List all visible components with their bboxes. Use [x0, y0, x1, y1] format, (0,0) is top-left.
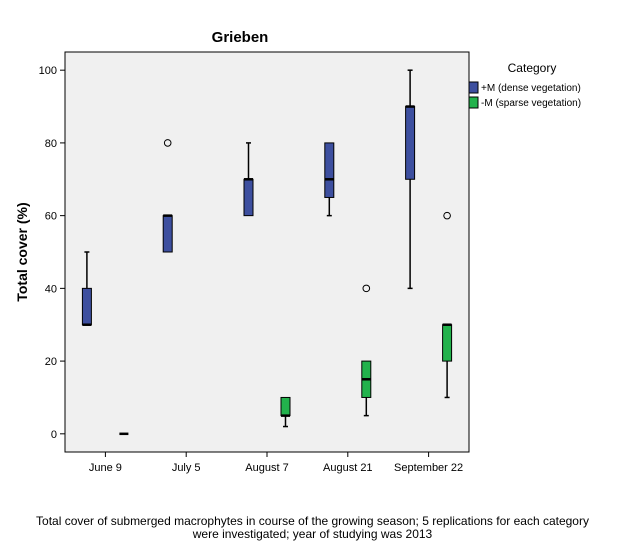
y-tick-label: 40 [45, 283, 57, 295]
figure-caption: Total cover of submerged macrophytes in … [0, 515, 625, 541]
box-1-3 [361, 284, 372, 417]
x-tick-label: June 9 [89, 462, 122, 474]
legend-label: -M (sparse vegetation) [481, 98, 581, 109]
outlier-point [443, 211, 451, 220]
legend-swatch [468, 96, 479, 109]
box-0-4 [405, 69, 416, 290]
box-body [81, 287, 92, 326]
box-1-4 [442, 211, 453, 399]
outlier-point [362, 284, 371, 293]
y-tick-label: 60 [45, 211, 57, 223]
caption-line-1: Total cover of submerged macrophytes in … [36, 514, 589, 528]
box-0-2 [243, 142, 254, 217]
outlier-point [163, 139, 172, 147]
y-tick-label: 0 [51, 429, 57, 441]
box-0-0 [81, 251, 92, 326]
box-body [280, 396, 291, 417]
x-axis: June 9 July 5 August 7 August 21 September 2… [89, 452, 463, 474]
y-tick-label: 20 [45, 356, 57, 368]
caption-line-2: were investigated; year of studying was … [192, 527, 433, 541]
box-plot-chart: Grieben Total cover (%) 0 20 40 60 80 100 Jun… [14, 29, 581, 474]
legend: Category +M (dense vegetation) -M (sparse… [468, 61, 581, 109]
box-0-1 [162, 139, 173, 253]
y-tick-label: 80 [45, 138, 57, 150]
y-axis-label: Total cover (%) [14, 202, 30, 301]
box-body [442, 324, 453, 362]
box-body [243, 178, 254, 217]
box-0-3 [324, 142, 335, 217]
y-axis: 0 20 40 60 80 100 [39, 65, 65, 441]
y-tick-label: 100 [39, 65, 57, 77]
box-body [405, 106, 416, 180]
x-tick-label: August 21 [323, 462, 373, 474]
x-tick-label: July 5 [172, 462, 201, 474]
x-tick-label: September 22 [394, 462, 463, 474]
chart-title: Grieben [212, 29, 269, 46]
boxes [81, 69, 453, 436]
box-body [324, 142, 335, 198]
box-body [162, 215, 173, 253]
legend-label: +M (dense vegetation) [481, 83, 581, 94]
plot-area [64, 51, 470, 453]
legend-title: Category [508, 61, 557, 75]
box-1-2 [280, 396, 291, 428]
x-tick-label: August 7 [245, 462, 288, 474]
legend-swatch [468, 81, 479, 94]
